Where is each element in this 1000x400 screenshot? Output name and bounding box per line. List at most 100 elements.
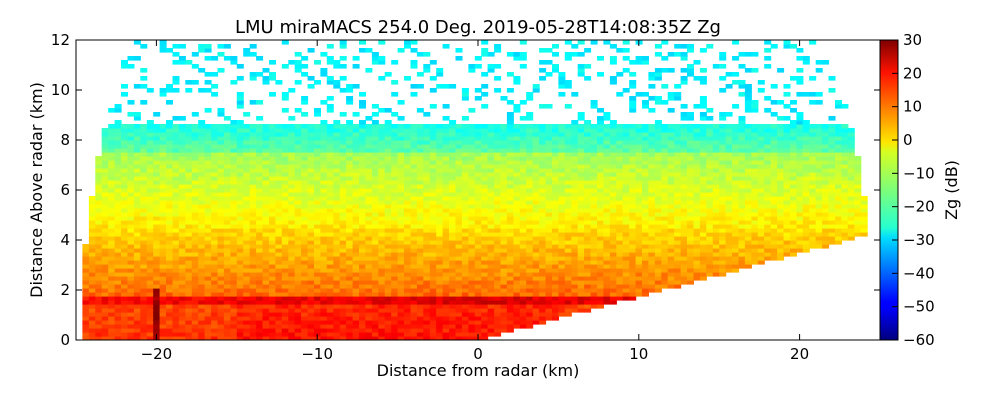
- data-cell: [461, 296, 469, 301]
- data-cell: [487, 156, 495, 161]
- data-cell: [416, 288, 424, 293]
- data-cell: [172, 188, 180, 193]
- data-cell: [590, 180, 598, 185]
- data-cell: [230, 256, 238, 261]
- data-cell: [326, 188, 334, 193]
- data-cell: [378, 172, 386, 177]
- data-cell: [275, 216, 283, 221]
- data-cell: [326, 220, 334, 225]
- data-cell: [597, 292, 604, 297]
- data-cell: [648, 84, 656, 89]
- data-cell: [468, 280, 476, 285]
- data-cell: [359, 40, 366, 45]
- data-cell: [269, 148, 276, 153]
- data-cell: [506, 220, 514, 225]
- data-cell: [127, 144, 135, 149]
- data-cell: [95, 264, 103, 269]
- data-cell: [648, 180, 656, 185]
- data-cell: [172, 228, 180, 233]
- data-cell: [654, 152, 662, 157]
- data-cell: [346, 196, 354, 201]
- data-cell: [423, 320, 431, 325]
- data-cell: [487, 196, 495, 201]
- data-cell: [410, 296, 418, 301]
- data-cell: [191, 304, 199, 309]
- data-cell: [159, 140, 167, 145]
- data-cell: [127, 272, 135, 277]
- data-cell: [211, 148, 219, 153]
- data-cell: [326, 216, 334, 221]
- data-cell: [185, 260, 193, 265]
- data-cell: [288, 328, 296, 333]
- data-cell: [519, 216, 527, 221]
- data-cell: [185, 336, 193, 340]
- data-cell: [88, 284, 96, 289]
- data-cell: [140, 292, 148, 297]
- data-cell: [217, 260, 225, 265]
- data-cell: [320, 252, 328, 257]
- data-cell: [609, 60, 617, 65]
- data-cell: [526, 268, 534, 273]
- data-cell: [545, 288, 553, 293]
- data-cell: [320, 216, 328, 221]
- data-cell: [455, 184, 463, 189]
- data-cell: [352, 180, 360, 185]
- data-cell: [281, 328, 289, 333]
- data-cell: [178, 236, 186, 241]
- data-cell: [378, 200, 386, 205]
- data-cell: [230, 56, 238, 61]
- data-cell: [185, 272, 193, 277]
- data-cell: [654, 224, 662, 229]
- data-cell: [191, 180, 199, 185]
- data-cell: [481, 168, 489, 173]
- data-cell: [552, 292, 559, 297]
- data-cell: [211, 196, 219, 201]
- data-cell: [108, 152, 116, 157]
- data-cell: [397, 208, 405, 213]
- data-cell: [95, 304, 103, 309]
- data-cell: [384, 312, 392, 317]
- data-cell: [133, 116, 141, 121]
- data-cell: [294, 300, 302, 305]
- data-cell: [391, 148, 399, 153]
- data-cell: [410, 336, 418, 340]
- data-cell: [314, 228, 321, 233]
- data-cell: [584, 292, 592, 297]
- data-cell: [127, 248, 135, 253]
- data-cell: [404, 240, 411, 245]
- data-cell: [365, 324, 373, 329]
- data-cell: [429, 252, 437, 257]
- data-cell: [642, 104, 649, 109]
- data-cell: [140, 168, 148, 173]
- data-cell: [487, 184, 495, 189]
- data-cell: [513, 136, 521, 141]
- data-cell: [539, 308, 547, 313]
- data-cell: [223, 192, 231, 197]
- data-cell: [326, 304, 334, 309]
- data-cell: [416, 332, 424, 337]
- data-cell: [603, 240, 611, 245]
- data-cell: [256, 180, 264, 185]
- data-cell: [326, 172, 334, 177]
- data-cell: [159, 200, 167, 205]
- data-cell: [494, 304, 502, 309]
- data-cell: [352, 244, 360, 249]
- data-cell: [352, 136, 360, 141]
- data-cell: [288, 292, 296, 297]
- data-cell: [571, 264, 579, 269]
- data-cell: [108, 324, 116, 329]
- data-cell: [198, 332, 206, 337]
- data-cell: [622, 224, 630, 229]
- data-cell: [346, 320, 354, 325]
- data-cell: [378, 132, 386, 137]
- data-cell: [127, 336, 135, 340]
- data-cell: [243, 172, 251, 177]
- data-cell: [333, 144, 341, 149]
- data-cell: [416, 328, 424, 333]
- data-cell: [230, 324, 238, 329]
- data-cell: [243, 224, 251, 229]
- data-cell: [275, 296, 283, 301]
- data-cell: [526, 188, 534, 193]
- data-cell: [314, 312, 321, 317]
- data-cell: [146, 184, 154, 189]
